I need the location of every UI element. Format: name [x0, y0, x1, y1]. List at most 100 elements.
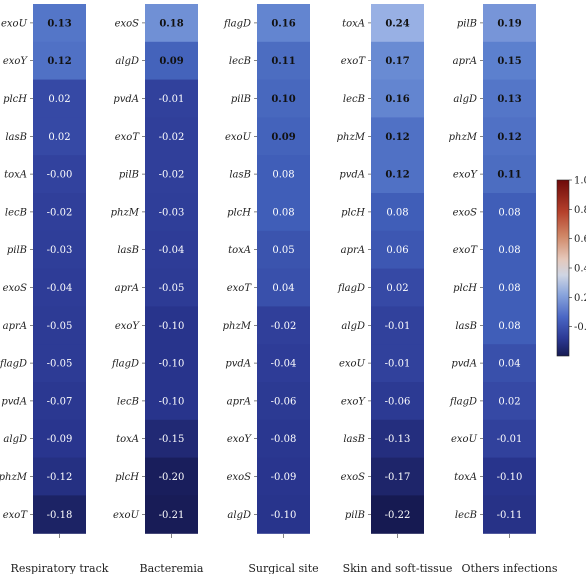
cell-value-label: 0.09 — [271, 132, 295, 143]
cell-value-label: -0.10 — [271, 510, 297, 521]
cell-value-label: 0.05 — [272, 245, 294, 256]
cell-value-label: -0.06 — [271, 396, 297, 407]
heatmap-cell — [33, 4, 86, 43]
cell-value-label: -0.02 — [159, 170, 185, 181]
colorbar: -0.0 0.2 0.4 0.6 0.8 1.0 — [556, 176, 586, 357]
cell-value-label: 0.12 — [385, 132, 409, 143]
heatmap-cell — [257, 230, 310, 270]
gene-label: toxA — [454, 472, 477, 483]
cell-value-label: 0.08 — [498, 321, 520, 332]
gene-label: lecB — [229, 56, 251, 67]
heatmap-cell — [145, 268, 198, 307]
gene-label: aprA — [453, 56, 477, 67]
heatmap-cell — [33, 344, 86, 383]
cell-value-label: -0.05 — [159, 283, 185, 294]
gene-label: lecB — [455, 510, 477, 521]
gene-label: exoT — [227, 283, 253, 294]
heatmap-cell — [145, 419, 198, 459]
heatmap-cell — [371, 41, 424, 81]
cell-value-label: 0.12 — [497, 132, 521, 143]
cell-value-label: -0.02 — [159, 132, 185, 143]
colorbar-tick-label: 0.4 — [574, 264, 586, 275]
gene-label: plcH — [115, 472, 139, 483]
heatmap-cell — [371, 382, 424, 421]
cell-value-label: -0.11 — [497, 510, 523, 521]
cell-value-label: 0.02 — [48, 94, 70, 105]
heatmap-cell — [257, 4, 310, 43]
gene-label: exoS — [227, 472, 252, 483]
colorbar-tick-label: -0.0 — [574, 322, 586, 333]
cell-value-label: -0.10 — [497, 472, 523, 483]
cell-value-label: -0.13 — [385, 434, 411, 445]
cell-value-label: -0.05 — [47, 359, 73, 370]
cell-value-label: 0.12 — [47, 56, 71, 67]
cell-value-label: -0.04 — [47, 283, 73, 294]
heatmap-cell — [371, 344, 424, 383]
cell-value-label: 0.08 — [498, 245, 520, 256]
gene-label: exoU — [339, 359, 366, 370]
heatmap-cell — [371, 268, 424, 307]
gene-label: phzM — [111, 207, 140, 218]
heatmap-cell — [33, 117, 86, 156]
panel-x-label: Others infections — [461, 562, 557, 574]
cell-value-label: -0.02 — [47, 207, 73, 218]
gene-label: algD — [227, 510, 251, 521]
cell-value-label: 0.08 — [498, 207, 520, 218]
heatmap-cell — [483, 4, 536, 43]
gene-label: algD — [453, 94, 477, 105]
heatmap-cell — [145, 495, 198, 534]
heatmap-cell — [483, 457, 536, 496]
heatmap-panel: 0.19 pilB 0.15 aprA 0.13 algD 0.12 phzM 0.11 exoY… — [449, 4, 558, 574]
cell-value-label: 0.08 — [272, 207, 294, 218]
heatmap-cell — [145, 382, 198, 421]
cell-value-label: -0.10 — [159, 396, 185, 407]
colorbar-tick-label: 0.6 — [574, 234, 586, 245]
cell-value-label: -0.22 — [385, 510, 411, 521]
colorbar-tick-label: 1.0 — [574, 176, 586, 187]
heatmap-panel: 0.24 toxA 0.17 exoT 0.16 lecB 0.12 phzM 0.12 pvdA… — [337, 4, 452, 574]
heatmap-cell — [257, 382, 310, 421]
gene-label: flagD — [0, 359, 27, 370]
heatmap-cell — [33, 306, 86, 345]
gene-label: plcH — [453, 283, 477, 294]
gene-label: lecB — [5, 207, 27, 218]
gene-label: exoT — [341, 56, 367, 67]
cell-value-label: -0.01 — [497, 434, 523, 445]
gene-label: lasB — [343, 434, 365, 445]
gene-label: exoY — [227, 434, 253, 445]
cell-value-label: 0.13 — [47, 18, 71, 29]
gene-label: exoY — [341, 396, 367, 407]
heatmap-panels: 0.13 exoU 0.12 exoY 0.02 plcH 0.02 lasB -0.00 tox… — [0, 4, 558, 574]
cell-value-label: -0.02 — [271, 321, 297, 332]
heatmap-cell — [33, 41, 86, 81]
heatmap-cell — [145, 41, 198, 81]
cell-value-label: -0.03 — [159, 207, 185, 218]
heatmap-cell — [33, 457, 86, 496]
cell-value-label: -0.10 — [159, 321, 185, 332]
heatmap-cell — [257, 495, 310, 534]
gene-label: flagD — [337, 283, 365, 294]
heatmap-cell — [145, 79, 198, 118]
heatmap-panel: 0.18 exoS 0.09 algD -0.01 pvdA -0.02 exoT -0.02 p… — [111, 4, 204, 574]
gene-label: aprA — [3, 321, 27, 332]
heatmap-cell — [257, 117, 310, 156]
gene-label: aprA — [115, 283, 139, 294]
gene-label: algD — [3, 434, 27, 445]
gene-label: lasB — [229, 170, 251, 181]
heatmap-cell — [483, 344, 536, 383]
gene-label: pvdA — [225, 359, 251, 370]
heatmap-cell — [483, 41, 536, 81]
heatmap-cell — [257, 155, 310, 194]
heatmap-cell — [257, 306, 310, 345]
cell-value-label: 0.13 — [497, 94, 521, 105]
cell-value-label: 0.11 — [497, 170, 521, 181]
cell-value-label: -0.01 — [385, 359, 411, 370]
cell-value-label: -0.20 — [159, 472, 185, 483]
cell-value-label: -0.09 — [47, 434, 73, 445]
gene-label: exoU — [1, 18, 28, 29]
gene-label: exoS — [115, 18, 140, 29]
gene-label: aprA — [341, 245, 365, 256]
heatmap-cell — [33, 268, 86, 307]
gene-label: pvdA — [339, 170, 365, 181]
